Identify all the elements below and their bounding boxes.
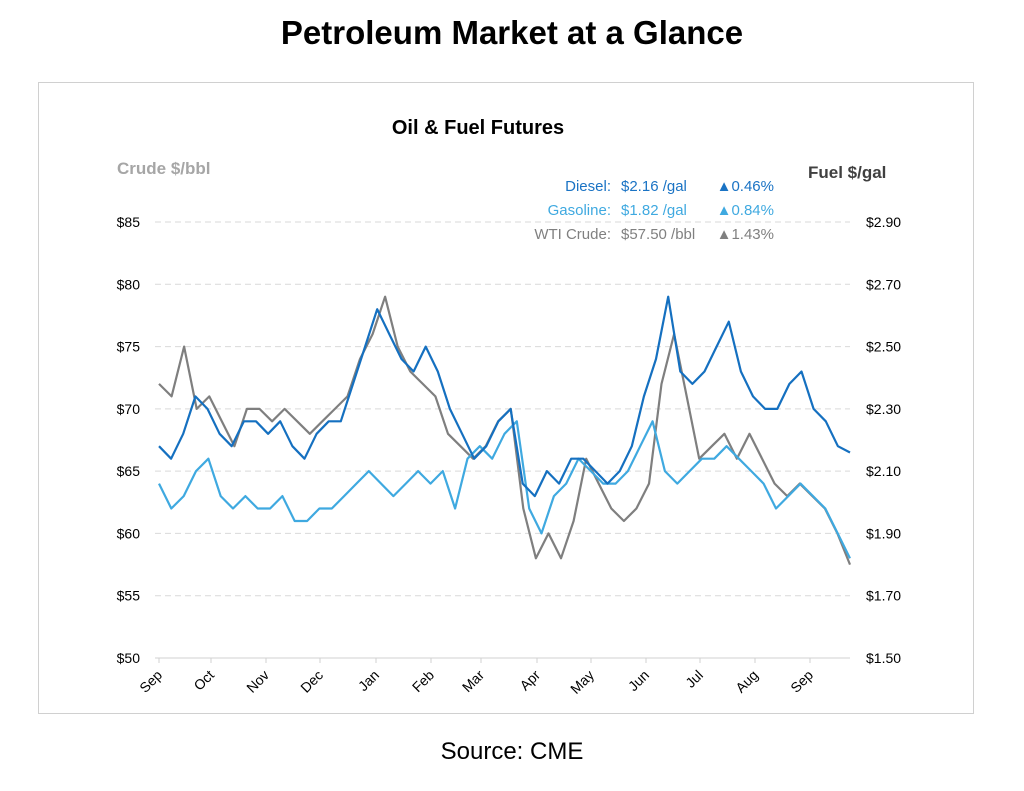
legend-price: $1.82 /gal — [621, 202, 687, 219]
series-line-gasoline — [158, 420, 851, 559]
legend-change: ▲0.84% — [717, 202, 774, 219]
legend-change: ▲0.46% — [717, 178, 774, 195]
right-tick-label: $1.70 — [866, 588, 901, 604]
x-tick-label: Jul — [682, 667, 706, 691]
legend-name: Gasoline: — [548, 202, 611, 219]
source-note: Source: CME — [440, 738, 584, 765]
legend-price: $2.16 /gal — [621, 178, 687, 195]
right-tick-label: $2.30 — [866, 401, 901, 417]
left-tick-label: $85 — [117, 214, 141, 230]
left-tick-label: $70 — [117, 401, 141, 417]
legend-name: Diesel: — [565, 178, 611, 195]
right-tick-label: $1.50 — [866, 650, 901, 666]
right-tick-label: $1.90 — [866, 525, 901, 541]
chart-frame — [38, 82, 974, 714]
series-line-diesel — [158, 295, 851, 498]
x-tick-label: Sep — [787, 667, 816, 696]
legend-change: ▲1.43% — [717, 226, 774, 243]
left-tick-label: $60 — [117, 525, 141, 541]
left-tick-label: $80 — [117, 276, 141, 292]
legend-price: $57.50 /bbl — [621, 226, 695, 243]
left-tick-label: $50 — [117, 650, 141, 666]
page-title: Petroleum Market at a Glance — [280, 14, 744, 51]
x-tick-label: Jan — [355, 667, 382, 694]
left-tick-label: $55 — [117, 588, 141, 604]
x-tick-label: Dec — [297, 667, 326, 696]
left-tick-label: $65 — [117, 463, 141, 479]
x-tick-label: Sep — [136, 667, 165, 696]
legend-name: WTI Crude: — [534, 226, 611, 243]
x-tick-label: Jun — [625, 667, 652, 694]
left-axis-label: Crude $/bbl — [117, 159, 211, 178]
right-tick-label: $2.70 — [866, 276, 901, 292]
right-tick-label: $2.10 — [866, 463, 901, 479]
right-tick-label: $2.90 — [866, 214, 901, 230]
right-axis-label: Fuel $/gal — [808, 163, 886, 182]
chart-title: Oil & Fuel Futures — [392, 117, 564, 139]
x-tick-label: Mar — [459, 667, 488, 696]
series-line-wti-crude — [158, 295, 852, 566]
right-tick-label: $2.50 — [866, 339, 901, 355]
x-tick-label: Aug — [732, 667, 761, 696]
x-tick-label: Apr — [516, 667, 543, 694]
left-tick-label: $75 — [117, 339, 141, 355]
x-tick-label: Oct — [190, 667, 217, 694]
x-tick-label: May — [567, 667, 597, 697]
x-tick-label: Feb — [409, 667, 438, 696]
x-tick-label: Nov — [243, 667, 272, 696]
